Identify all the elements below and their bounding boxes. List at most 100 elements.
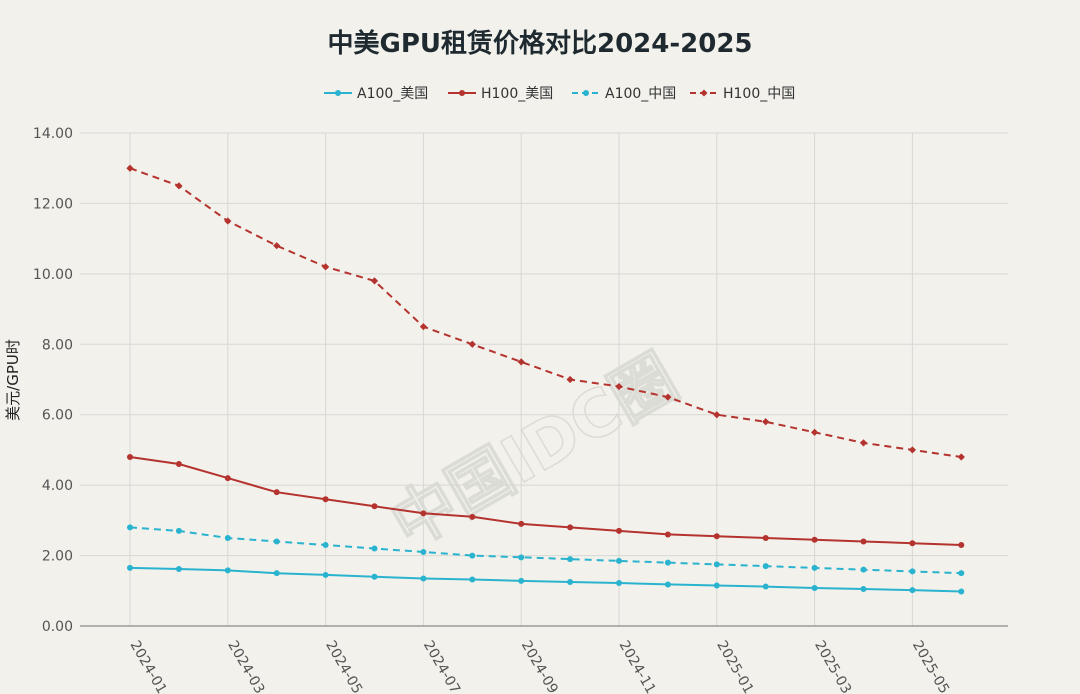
legend-marker bbox=[583, 90, 589, 96]
data-point[interactable] bbox=[371, 503, 378, 510]
data-point[interactable] bbox=[762, 563, 769, 570]
data-point[interactable] bbox=[322, 496, 329, 503]
data-point[interactable] bbox=[957, 453, 965, 461]
legend-item[interactable]: H100_中国 bbox=[690, 86, 795, 102]
watermark-text: 中国IDC圈 bbox=[379, 341, 690, 563]
data-point[interactable] bbox=[713, 582, 720, 589]
data-point[interactable] bbox=[419, 323, 427, 331]
data-point[interactable] bbox=[469, 576, 476, 583]
data-point[interactable] bbox=[664, 531, 671, 538]
legend-marker bbox=[459, 90, 465, 96]
data-point[interactable] bbox=[566, 375, 574, 384]
data-point[interactable] bbox=[420, 510, 427, 517]
y-tick-label: 10.00 bbox=[33, 267, 73, 283]
data-point[interactable] bbox=[371, 545, 378, 552]
series-0 bbox=[127, 564, 965, 595]
data-point[interactable] bbox=[127, 524, 133, 531]
data-point[interactable] bbox=[273, 489, 280, 496]
data-point[interactable] bbox=[860, 538, 867, 545]
data-point[interactable] bbox=[518, 577, 525, 584]
grid bbox=[80, 132, 1008, 626]
data-point[interactable] bbox=[468, 340, 476, 348]
data-point[interactable] bbox=[224, 217, 232, 225]
data-point[interactable] bbox=[713, 411, 721, 419]
x-tick-label: 2025-01 bbox=[713, 638, 756, 694]
data-point[interactable] bbox=[469, 513, 476, 520]
data-point[interactable] bbox=[322, 571, 329, 578]
data-point[interactable] bbox=[175, 565, 182, 572]
x-tick-label: 2024-05 bbox=[322, 638, 365, 694]
data-point[interactable] bbox=[518, 554, 525, 561]
legend-label: H100_中国 bbox=[723, 86, 795, 102]
series-line bbox=[129, 526, 962, 575]
y-tick-label: 6.00 bbox=[42, 408, 73, 424]
data-point[interactable] bbox=[616, 527, 622, 534]
data-point[interactable] bbox=[370, 277, 379, 285]
data-point[interactable] bbox=[859, 439, 868, 447]
legend-item[interactable]: A100_中国 bbox=[572, 86, 676, 102]
legend-item[interactable]: H100_美国 bbox=[448, 86, 553, 102]
data-point[interactable] bbox=[567, 578, 574, 585]
data-point[interactable] bbox=[664, 559, 671, 566]
legend-label: H100_美国 bbox=[481, 86, 553, 102]
data-point[interactable] bbox=[762, 418, 770, 426]
data-point[interactable] bbox=[175, 527, 182, 534]
data-point[interactable] bbox=[273, 570, 280, 577]
x-tick-label: 2024-07 bbox=[420, 638, 463, 694]
data-point[interactable] bbox=[517, 358, 525, 366]
data-point[interactable] bbox=[615, 382, 623, 391]
data-point[interactable] bbox=[909, 540, 916, 547]
data-point[interactable] bbox=[713, 533, 720, 540]
data-point[interactable] bbox=[126, 164, 134, 172]
data-point[interactable] bbox=[567, 524, 574, 531]
data-point[interactable] bbox=[762, 534, 769, 541]
data-point[interactable] bbox=[420, 549, 427, 556]
data-point[interactable] bbox=[860, 566, 867, 573]
data-point[interactable] bbox=[958, 570, 965, 577]
data-point[interactable] bbox=[616, 557, 622, 564]
data-point[interactable] bbox=[567, 556, 574, 563]
data-point[interactable] bbox=[958, 542, 965, 549]
legend-item[interactable]: A100_美国 bbox=[324, 86, 428, 102]
data-point[interactable] bbox=[909, 587, 916, 594]
data-point[interactable] bbox=[175, 182, 183, 190]
x-tick-label: 2024-09 bbox=[518, 638, 561, 694]
data-point[interactable] bbox=[469, 552, 476, 559]
data-point[interactable] bbox=[908, 446, 916, 454]
data-point[interactable] bbox=[127, 453, 133, 460]
data-point[interactable] bbox=[371, 573, 378, 580]
data-point[interactable] bbox=[762, 583, 769, 590]
data-point[interactable] bbox=[273, 242, 281, 250]
data-point[interactable] bbox=[175, 461, 182, 468]
data-point[interactable] bbox=[616, 580, 622, 587]
data-point[interactable] bbox=[909, 568, 916, 575]
data-point[interactable] bbox=[127, 564, 133, 571]
data-point[interactable] bbox=[664, 581, 671, 588]
y-tick-label: 2.00 bbox=[42, 549, 73, 565]
x-tick-label: 2024-01 bbox=[127, 638, 170, 694]
data-point[interactable] bbox=[664, 393, 672, 401]
series-line bbox=[129, 456, 962, 546]
legend-marker bbox=[700, 89, 708, 97]
x-tick-label: 2024-03 bbox=[224, 638, 267, 694]
data-point[interactable] bbox=[811, 428, 819, 436]
data-point[interactable] bbox=[224, 475, 231, 482]
legend[interactable]: A100_美国 H100_美国 A100_中国 H100_中国 bbox=[324, 86, 795, 102]
x-tick-labels: 2024-01 2024-03 2024-05 2024-07 2024-09 2024-… bbox=[127, 638, 953, 694]
data-point[interactable] bbox=[811, 536, 818, 543]
data-point[interactable] bbox=[811, 584, 818, 591]
data-point[interactable] bbox=[713, 561, 720, 568]
y-axis-label: 美元/GPU时 bbox=[4, 339, 22, 421]
data-point[interactable] bbox=[420, 575, 427, 582]
data-point[interactable] bbox=[224, 534, 231, 541]
series bbox=[126, 164, 965, 595]
data-point[interactable] bbox=[811, 564, 818, 571]
data-point[interactable] bbox=[322, 542, 329, 549]
data-point[interactable] bbox=[518, 520, 525, 527]
data-point[interactable] bbox=[273, 538, 280, 545]
y-tick-label: 14.00 bbox=[33, 126, 73, 142]
data-point[interactable] bbox=[958, 588, 965, 595]
data-point[interactable] bbox=[860, 586, 867, 593]
data-point[interactable] bbox=[322, 263, 330, 271]
data-point[interactable] bbox=[224, 567, 231, 574]
